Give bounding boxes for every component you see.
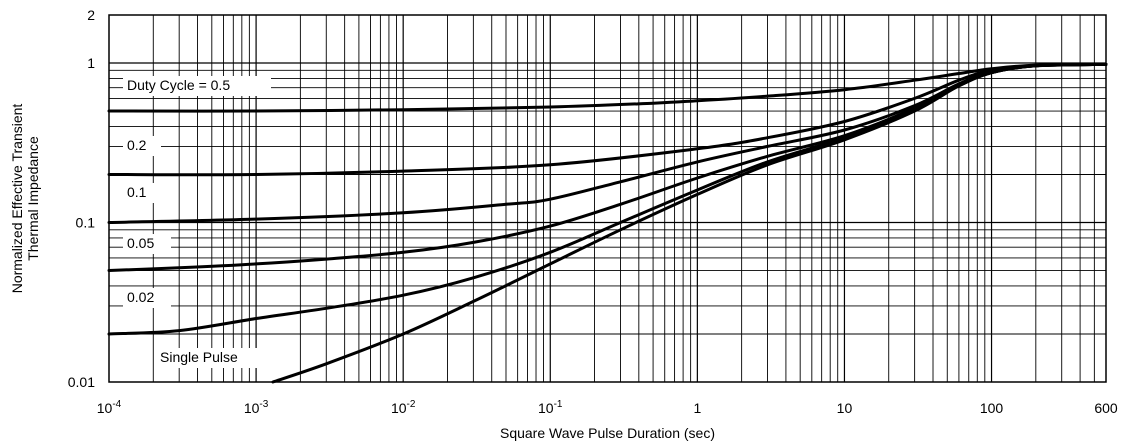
x-tick-label: 1 [693,400,701,416]
y-axis-label-line-1: Normalized Effective Transient [9,104,25,294]
y-tick-label: 2 [87,7,95,23]
x-tick-label: 100 [980,400,1004,416]
x-axis-label: Square Wave Pulse Duration (sec) [500,425,715,441]
y-tick-label: 0.1 [76,215,96,231]
series-label: 0.05 [127,235,154,251]
plot-frame [108,14,1107,383]
series-label: Duty Cycle = 0.5 [127,77,230,93]
series-label: 0.2 [127,137,147,153]
x-tick-label: 10-1 [538,399,563,416]
series-line [271,62,1108,384]
series-label-background [156,348,259,368]
series-label-background [123,288,171,308]
series-labels: Duty Cycle = 0.5 0.2 0.1 0.05 0.02 Single Pul… [123,76,271,368]
series-label: 0.1 [127,184,147,200]
y-tick-label: 1 [87,55,95,71]
y-axis-label: Normalized Effective Transient Thermal I… [9,104,41,294]
series-label: 0.02 [127,289,154,305]
series-label-background [123,183,161,203]
series-lines [107,62,1108,384]
x-tick-label: 10 [837,400,853,416]
x-tick-label: 10-4 [97,399,122,416]
x-tick-label: 10-3 [244,399,269,416]
y-tick-labels: 2 1 0.1 0.01 [68,7,95,390]
series-label-background [123,234,171,254]
grid-lines [109,15,1106,382]
series-line [107,62,1108,113]
series-line [107,62,1108,177]
series-label: Single Pulse [160,349,238,365]
y-axis-label-line-2: Thermal Impedance [25,136,41,261]
x-tick-label: 10-2 [391,399,416,416]
series-label-background [123,76,271,96]
x-tick-labels: 10-4 10-3 10-2 10-1 1 10 100 600 [97,399,1118,416]
y-tick-label: 0.01 [68,374,95,390]
x-tick-label: 600 [1094,400,1118,416]
series-label-background [123,136,161,156]
